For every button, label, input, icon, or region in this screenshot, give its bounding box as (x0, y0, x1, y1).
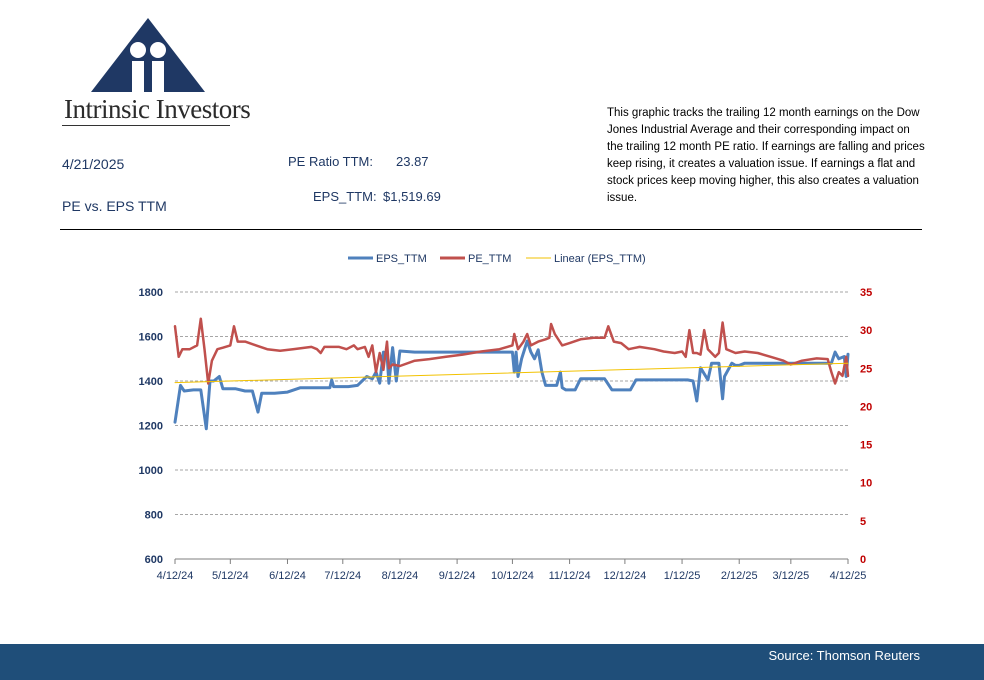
legend-trend-label: Linear (EPS_TTM) (554, 253, 646, 265)
logo-text: Intrinsic Investors (64, 94, 251, 124)
pe-ratio-value: 23.87 (396, 154, 429, 169)
x-tick-label: 3/12/25 (772, 570, 809, 582)
y-left-tick-label: 1400 (139, 376, 163, 388)
x-tick-label: 6/12/24 (269, 570, 306, 582)
pe-ratio-label: PE Ratio TTM: (288, 154, 374, 169)
x-tick-label: 4/12/24 (157, 570, 194, 582)
x-tick-label: 7/12/24 (324, 570, 361, 582)
y-left-tick-label: 1000 (139, 465, 163, 477)
description-text: This graphic tracks the trailing 12 mont… (607, 107, 925, 204)
logo-mark-icon (91, 18, 205, 92)
y-right-tick-label: 10 (860, 478, 872, 490)
x-tick-label: 4/12/25 (830, 570, 867, 582)
logo-rule (62, 125, 230, 126)
chart-subtitle: PE vs. EPS TTM (62, 198, 167, 214)
x-tick-label: 2/12/25 (721, 570, 758, 582)
pe-vs-eps-chart: 600 800 1000 1200 1400 1600 1800 0 5 10 15 20 25 30 35… (139, 253, 873, 582)
pe-ttm-line (173, 317, 850, 385)
x-tick-label: 1/12/25 (664, 570, 701, 582)
y-left-tick-label: 600 (145, 554, 163, 566)
x-tick-label: 11/12/24 (549, 570, 591, 582)
y-left-tick-label: 800 (145, 510, 163, 522)
y-right-tick-label: 15 (860, 440, 872, 452)
y-right-tick-label: 25 (860, 363, 872, 375)
header-divider (60, 229, 922, 230)
y-left-tick-label: 1600 (139, 332, 163, 344)
eps-value: $1,519.69 (383, 189, 441, 204)
legend-pe-label: PE_TTM (468, 253, 511, 265)
x-tick-label: 5/12/24 (212, 570, 249, 582)
legend-eps-label: EPS_TTM (376, 253, 427, 265)
eps-ttm-line (173, 339, 850, 431)
eps-label: EPS_TTM: (313, 189, 377, 204)
y-right-tick-label: 5 (860, 516, 866, 528)
x-tick-label: 12/12/24 (603, 570, 646, 582)
x-tick-label: 9/12/24 (439, 570, 476, 582)
chart-container: 600 800 1000 1200 1400 1600 1800 0 5 10 15 20 25 30 35… (0, 240, 984, 595)
y-right-tick-label: 20 (860, 401, 872, 413)
eps-trendline (174, 362, 849, 384)
footer-bar: Source: Thomson Reuters (0, 644, 984, 680)
x-tick-label: 10/12/24 (491, 570, 534, 582)
logo: Intrinsic Investors (58, 14, 251, 132)
y-right-tick-label: 30 (860, 325, 872, 337)
y-left-tick-label: 1200 (139, 421, 163, 433)
y-left-tick-label: 1800 (139, 287, 163, 299)
y-right-tick-label: 35 (860, 287, 872, 299)
report-date: 4/21/2025 (62, 156, 125, 172)
y-right-tick-label: 0 (860, 554, 866, 566)
footer-source: Source: Thomson Reuters (768, 648, 921, 663)
x-tick-label: 8/12/24 (382, 570, 419, 582)
